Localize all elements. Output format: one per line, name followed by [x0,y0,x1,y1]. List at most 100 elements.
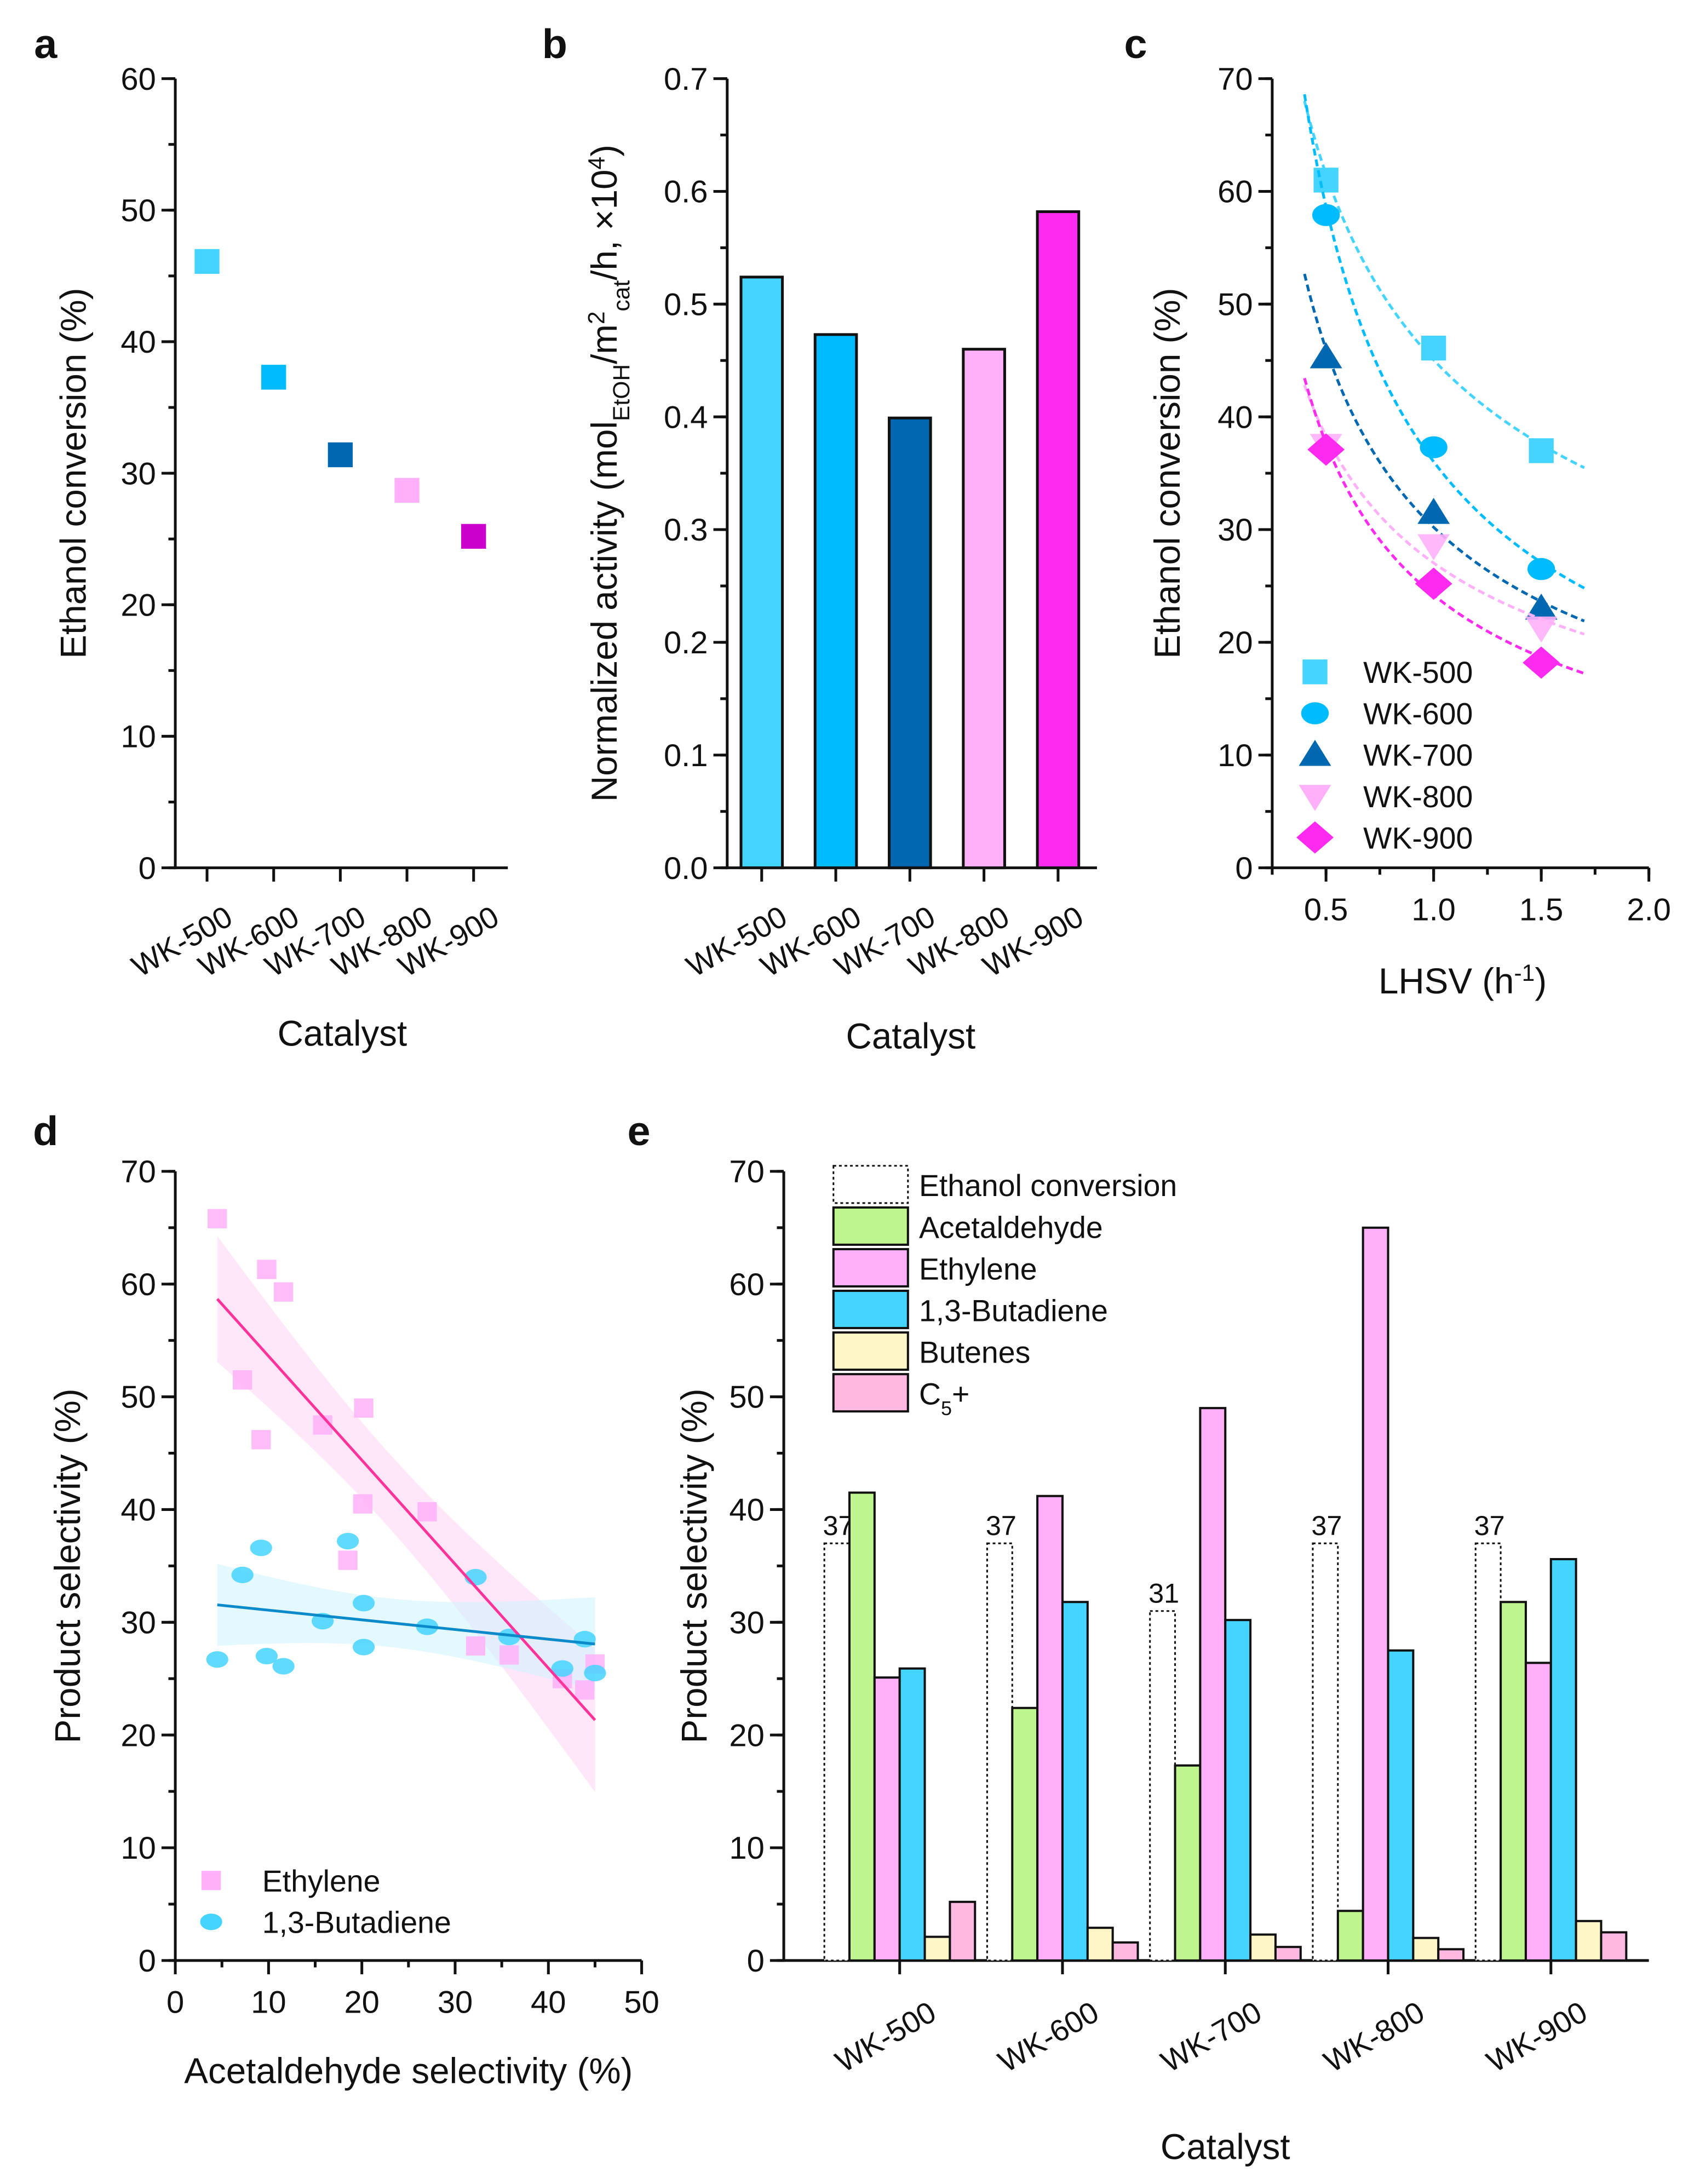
bar-WK-500 [739,275,784,870]
circle-marker [200,1913,222,1930]
x-tick-label: 40 [531,1985,566,2020]
legend-label: WK-700 [1363,738,1473,772]
x-tick-label: 30 [438,1985,473,2020]
confidence-band-1 [217,1564,595,1691]
circle-marker [206,1651,228,1668]
label-segment: 4 [583,157,610,170]
legend-marker-WK-900 [1296,821,1334,854]
panel-label-d: d [33,1108,58,1154]
y-tick-label: 70 [1217,62,1253,97]
triangle-down-marker [1525,616,1558,643]
y-tick-label: 70 [729,1154,764,1189]
circle-marker [584,1664,606,1682]
bar-Ethanol conversion-WK-900 [1474,1542,1502,1962]
legend-label: Butenes [919,1336,1030,1370]
triangle-up-marker [1299,739,1331,766]
data-point-WK-900 [1523,646,1560,679]
y-tick-label: 0.7 [664,62,708,97]
data-point-square [273,1282,294,1302]
legend-marker-WK-700 [1299,739,1331,766]
data-point-WK-700 [1310,342,1342,369]
circle-marker [498,1628,520,1646]
data-point-WK-800 [1525,616,1558,643]
conversion-value-label: 37 [1311,1510,1342,1541]
data-point-square [354,1398,374,1418]
legend-label: WK-600 [1363,697,1473,731]
label-segment: EtOH [608,364,635,421]
bar-Butenes-WK-900 [1575,1919,1603,1962]
y-tick-label: 0.4 [664,400,708,435]
bar-Ethanol conversion-WK-800 [1312,1542,1339,1962]
bar-Ethanol conversion-WK-600 [986,1542,1013,1962]
y-tick-label: 30 [1217,513,1253,548]
y-tick-label: 30 [729,1605,764,1640]
conversion-value-label: 37 [986,1510,1016,1541]
bar-C5+-WK-900 [1600,1931,1628,1962]
data-point-square [466,1636,486,1656]
bar-C5+-WK-500 [949,1900,977,1962]
data-point-circle [250,1539,272,1556]
triangle-up-marker [1310,342,1342,369]
data-point-square [208,1209,227,1228]
data-point-circle [255,1647,278,1665]
data-point-WK-700 [328,442,353,468]
bar-WK-800 [962,348,1006,870]
y-tick-label: 0 [747,1944,765,1979]
x-axis-label: Catalyst [278,1014,407,1054]
data-point-WK-900 [1307,433,1345,466]
bar-1,3-Butadiene-WK-900 [1549,1558,1577,1962]
data-point-square [257,1260,277,1279]
x-tick-label: 20 [344,1985,379,2020]
data-point-circle [551,1660,573,1677]
circle-marker [551,1660,573,1677]
y-tick-label: 20 [120,1718,156,1753]
y-tick-label: 20 [729,1718,764,1753]
bar-WK-600 [813,333,858,870]
bar-C5+-WK-600 [1111,1941,1139,1962]
square-marker [261,365,286,390]
data-point-WK-600 [1527,558,1555,581]
fit-curve-WK-500 [1303,100,1585,469]
label-segment: LHSV (h [1379,961,1514,1001]
x-tick-label: 1.0 [1411,892,1456,927]
x-axis-label: Catalyst [846,1016,976,1056]
legend-label: WK-800 [1363,780,1473,814]
fit-curve-WK-600 [1303,94,1585,590]
legend-marker-WK-500 [1302,659,1328,685]
label-segment: C [919,1377,941,1411]
square-marker [1529,438,1554,463]
bar-Butenes-WK-700 [1249,1933,1277,1962]
data-point-circle [231,1566,254,1583]
triangle-up-marker [1525,593,1558,620]
y-tick-label: 40 [120,1493,156,1528]
bar-Ethylene-WK-500 [873,1676,901,1962]
panel-label-b: b [542,21,567,67]
y-tick-label: 60 [120,1267,156,1302]
y-tick-label: 0 [1235,851,1253,886]
y-tick-label: 50 [1217,287,1253,322]
y-tick-label: 40 [120,325,156,360]
data-point-square [499,1645,519,1665]
data-point-square [417,1502,437,1522]
data-point-WK-600 [1420,436,1448,458]
y-tick-label: 0.6 [664,175,708,210]
x-tick-label: WK-500 [830,1995,941,2079]
y-tick-label: 50 [729,1380,764,1415]
data-point-WK-500 [1529,438,1554,463]
legend-label: 1,3-Butadiene [919,1294,1108,1327]
square-marker [338,1550,358,1570]
circle-marker [352,1595,375,1612]
bar-C5+-WK-700 [1274,1946,1302,1962]
y-axis-label: Ethanol conversion (%) [53,288,93,659]
legend-label: Ethylene [262,1864,381,1898]
square-marker [394,478,420,503]
bar-Ethanol conversion-WK-500 [823,1542,851,1962]
triangle-down-marker [1417,534,1450,561]
bar-Ethanol conversion-WK-700 [1149,1610,1176,1962]
y-axis-label: Product selectivity (%) [674,1388,714,1743]
y-tick-label: 0.3 [664,513,708,548]
legend-label: WK-900 [1363,821,1473,855]
bar-Butenes-WK-500 [923,1935,951,1962]
data-point-WK-800 [1417,534,1450,561]
y-axis-label: Product selectivity (%) [48,1388,88,1743]
